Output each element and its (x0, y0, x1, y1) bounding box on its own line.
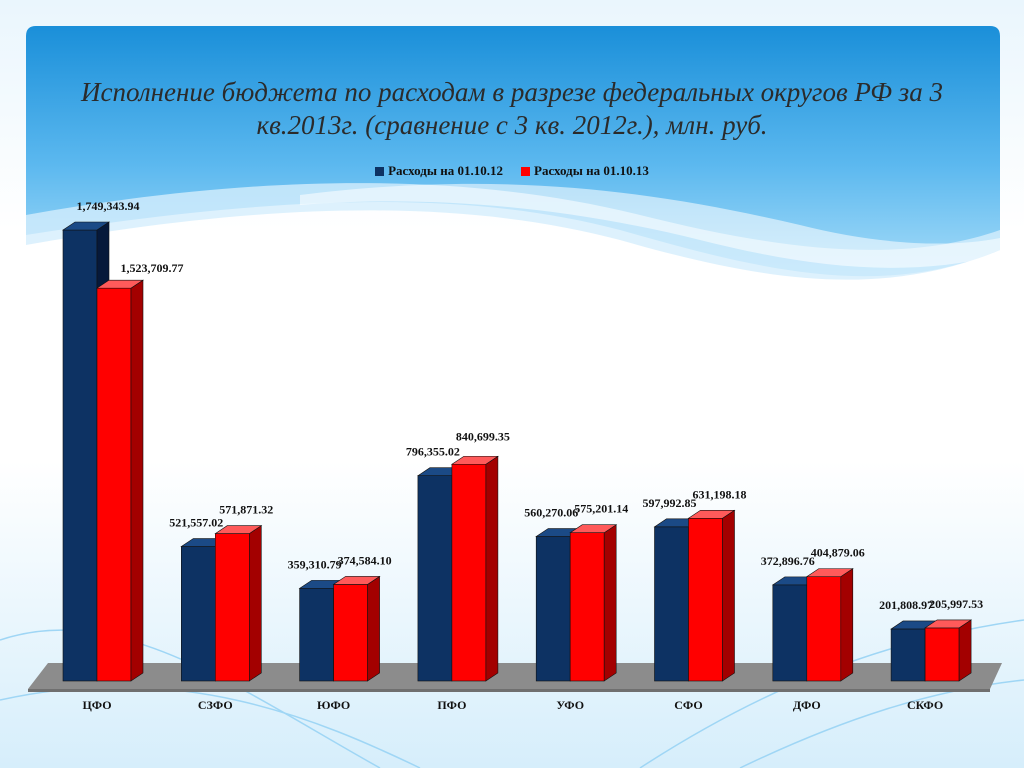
bar-front (569, 532, 605, 682)
bar-top (924, 619, 973, 629)
bar-front (688, 517, 723, 682)
category-label-УФО: УФО (556, 698, 584, 712)
value-label-СЗФО-s2: 571,871.32 (219, 503, 273, 517)
wave-band (300, 183, 1000, 268)
value-label-ПФО-s1: 796,355.02 (406, 445, 460, 459)
bar-СКФО-s2 (924, 619, 973, 682)
bar-УФО-s2 (569, 524, 618, 682)
value-label-УФО-s2: 575,201.14 (574, 502, 628, 516)
value-label-ЦФО-s2: 1,523,709.77 (121, 261, 184, 275)
value-label-СФО-s2: 631,198.18 (693, 487, 747, 501)
bar-СЗФО-s2 (214, 525, 263, 682)
bar-front (333, 584, 368, 682)
bar-front (417, 475, 453, 682)
category-label-ЦФО: ЦФО (82, 698, 111, 712)
bar-front (654, 526, 689, 682)
bar-ЮФО-s2 (332, 575, 381, 682)
bar-top (332, 576, 381, 585)
bar-front (772, 584, 808, 682)
chart-floor (28, 663, 1002, 689)
bar-ЦФО-s2 (96, 279, 144, 682)
bar-top (687, 509, 736, 519)
bar-top (214, 525, 263, 534)
bar-ПФО-s2 (450, 455, 499, 682)
value-label-ЮФО-s1: 359,310.79 (288, 557, 342, 571)
category-label-СЗФО: СЗФО (198, 698, 233, 712)
bar-front (451, 463, 487, 682)
bar-side (603, 524, 617, 682)
bar-side (130, 279, 144, 682)
category-label-СКФО: СКФО (907, 698, 943, 712)
category-label-ПФО: ПФО (437, 698, 466, 712)
value-label-ПФО-s2: 840,699.35 (456, 429, 510, 443)
bar-СФО-s2 (687, 509, 736, 682)
bar-side (840, 568, 854, 682)
bar-top (96, 279, 144, 289)
category-label-ЮФО: ЮФО (317, 698, 350, 712)
bar-side (249, 525, 262, 682)
category-labels-group: ЦФО СЗФО ЮФО ПФО УФО СФО ДФО СКФО (82, 698, 943, 712)
bar-front (181, 546, 216, 682)
bar-side (958, 619, 972, 682)
legend-item-2013: Расходы на 01.10.13 (521, 163, 649, 179)
swirl-line (739, 679, 1024, 768)
chart-floor-front (28, 689, 990, 692)
value-label-СКФО-s2: 205,997.53 (929, 597, 983, 611)
legend-label-2012: Расходы на 01.10.12 (388, 163, 503, 178)
legend-label-2013: Расходы на 01.10.13 (534, 163, 649, 178)
wave-band (26, 183, 1000, 280)
bar-top (62, 221, 110, 231)
bar-front (299, 588, 334, 682)
legend: Расходы на 01.10.12 Расходы на 01.10.13 (0, 163, 1024, 179)
bar-front (215, 533, 250, 682)
bar-front (62, 229, 98, 682)
bar-front (806, 576, 842, 682)
category-label-СФО: СФО (674, 698, 702, 712)
bar-top (805, 568, 854, 577)
value-label-ЮФО-s2: 374,584.10 (338, 553, 392, 567)
value-label-ДФО-s1: 372,896.76 (761, 554, 815, 568)
value-label-СКФО-s1: 201,808.97 (879, 598, 933, 612)
value-label-ДФО-s2: 404,879.06 (811, 546, 865, 560)
legend-swatch-2012 (375, 166, 385, 176)
bar-front (535, 536, 571, 682)
bar-ДФО-s2 (805, 568, 854, 682)
value-label-СЗФО-s1: 521,557.02 (169, 516, 223, 530)
legend-swatch-2013 (521, 166, 530, 176)
bar-top (569, 524, 618, 534)
chart-title: Исполнение бюджета по расходам в разрезе… (81, 77, 943, 140)
bar-side (485, 455, 499, 682)
bar-top (450, 455, 499, 465)
value-label-ЦФО-s1: 1,749,343.94 (77, 199, 140, 213)
value-labels-group: 1,749,343.94 1,523,709.77 521,557.02571,87… (77, 199, 984, 612)
value-label-СФО-s1: 597,992.85 (643, 496, 697, 510)
bar-front (96, 287, 132, 682)
bar-front (924, 627, 960, 682)
bars-group (62, 221, 973, 682)
category-label-ДФО: ДФО (793, 698, 821, 712)
legend-item-2012: Расходы на 01.10.12 (375, 163, 503, 179)
bar-side (722, 509, 735, 682)
bar-side (367, 575, 380, 682)
header-panel (26, 26, 1000, 277)
value-label-УФО-s1: 560,270.06 (524, 506, 578, 520)
bar-front (890, 628, 926, 682)
